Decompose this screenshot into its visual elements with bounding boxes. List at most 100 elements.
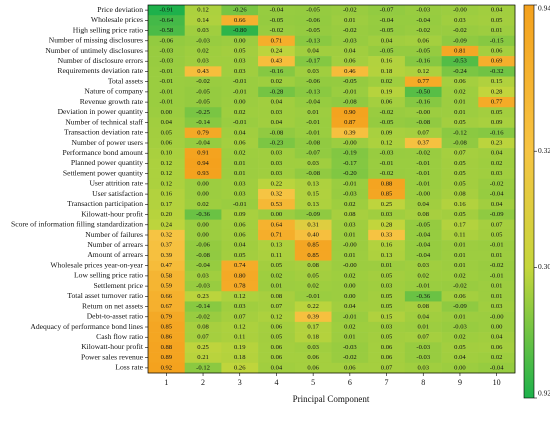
y-tick-label: Power sales revenue <box>81 352 144 361</box>
heatmap-cell <box>258 342 296 353</box>
cell-label: -0.02 <box>343 27 357 34</box>
cell-label: -0.01 <box>159 88 173 95</box>
heatmap-cell <box>404 97 442 108</box>
cell-label: 0.01 <box>344 334 356 341</box>
heatmap-cell <box>441 117 479 128</box>
heatmap-cell <box>148 86 185 98</box>
cell-label: 0.03 <box>197 272 209 279</box>
cell-label: -0.09 <box>453 303 467 310</box>
heatmap-cell <box>148 362 185 374</box>
x-tick-label: 7 <box>385 378 389 387</box>
heatmap-cell <box>221 178 259 190</box>
heatmap-cell <box>478 168 516 180</box>
cell-label: 0.04 <box>271 364 283 371</box>
cell-label: 0.22 <box>271 180 283 187</box>
cell-label: 0.03 <box>381 324 393 331</box>
heatmap-cell <box>404 66 442 77</box>
cell-label: 0.05 <box>454 170 466 177</box>
cell-label: -0.01 <box>343 180 357 187</box>
heatmap-cell <box>294 107 332 118</box>
heatmap-cell <box>478 56 516 67</box>
heatmap-cell <box>441 158 479 169</box>
y-tick-label: Adequacy of performance bond lines <box>30 322 143 331</box>
heatmap-cell <box>331 168 369 180</box>
cell-label: 0.02 <box>454 88 466 95</box>
cell-label: -0.01 <box>380 160 394 167</box>
heatmap-cell <box>478 137 516 149</box>
heatmap-cell <box>184 260 222 272</box>
heatmap-cell <box>404 178 442 190</box>
cell-label: 0.04 <box>454 354 466 361</box>
cell-label: 0.91 <box>197 150 209 157</box>
y-tick-label: Number of technical staff <box>65 117 143 126</box>
heatmap-cell <box>258 219 296 231</box>
heatmap-cell <box>148 15 185 26</box>
cell-label: 0.06 <box>454 293 466 300</box>
heatmap-cell <box>184 97 222 108</box>
heatmap-cell <box>404 352 442 364</box>
heatmap-cell <box>258 76 296 88</box>
cell-label: 0.06 <box>307 354 319 361</box>
heatmap-cell <box>331 127 369 139</box>
heatmap-cell <box>148 5 185 16</box>
cell-label: -0.08 <box>306 140 320 147</box>
y-tick-label: Settlement power quantity <box>63 168 143 177</box>
heatmap-cell <box>148 219 185 231</box>
cell-label: -0.24 <box>453 68 467 75</box>
cell-label: 0.07 <box>454 150 466 157</box>
cell-label: 0.13 <box>307 201 319 208</box>
cell-label: 0.06 <box>381 99 393 106</box>
x-tick-label: 10 <box>493 378 501 387</box>
cell-label: 0.93 <box>197 170 209 177</box>
heatmap-cell <box>368 209 406 220</box>
cell-label: 0.28 <box>381 221 393 228</box>
heatmap-cell <box>368 362 406 374</box>
cell-label: -0.04 <box>490 191 504 198</box>
y-tick-label: Number of arrears <box>87 240 143 249</box>
cell-label: 0.02 <box>234 150 246 157</box>
heatmap-cell <box>478 117 516 128</box>
heatmap-cell <box>221 270 259 282</box>
cell-label: 0.32 <box>271 191 283 198</box>
cell-label: 0.03 <box>271 160 283 167</box>
cell-label: 0.11 <box>271 252 282 259</box>
heatmap-cell <box>148 66 185 77</box>
cell-label: 0.24 <box>271 48 283 55</box>
heatmap-cell <box>148 260 185 272</box>
cell-label: 0.00 <box>344 293 356 300</box>
heatmap-cell <box>478 148 516 159</box>
cell-label: 0.06 <box>234 140 246 147</box>
cell-label: -0.04 <box>416 17 430 24</box>
heatmap-cell <box>258 158 296 169</box>
heatmap-cell <box>294 137 332 149</box>
heatmap-cell <box>331 209 369 220</box>
cell-label: 0.12 <box>271 313 283 320</box>
heatmap-cell <box>258 332 296 343</box>
cell-label: 0.05 <box>271 334 283 341</box>
cell-label: -0.36 <box>196 211 210 218</box>
heatmap-cell <box>441 107 479 118</box>
heatmap-cell <box>221 45 259 57</box>
cell-label: 0.01 <box>454 252 466 259</box>
heatmap-cell <box>478 5 516 16</box>
cell-label: 0.02 <box>417 272 429 279</box>
heatmap-cell <box>478 158 516 169</box>
heatmap-cell <box>441 137 479 149</box>
cell-label: -0.16 <box>416 58 430 65</box>
heatmap-cell <box>368 158 406 169</box>
heatmap-cell <box>404 281 442 292</box>
cell-label: -0.04 <box>196 262 210 269</box>
heatmap-cell <box>404 25 442 36</box>
heatmap-cell <box>331 311 369 323</box>
heatmap-cell <box>404 137 442 149</box>
heatmap-cell <box>258 25 296 36</box>
y-tick-label: Number of disclosure errors <box>58 56 143 65</box>
cell-label: -0.05 <box>306 7 320 14</box>
heatmap-cell <box>221 352 259 364</box>
cell-label: -0.04 <box>416 252 430 259</box>
heatmap-cell <box>404 56 442 67</box>
heatmap-cell <box>221 291 259 302</box>
heatmap-cell <box>148 158 185 169</box>
cell-label: 0.94 <box>197 160 209 167</box>
cell-label: 0.07 <box>197 334 209 341</box>
